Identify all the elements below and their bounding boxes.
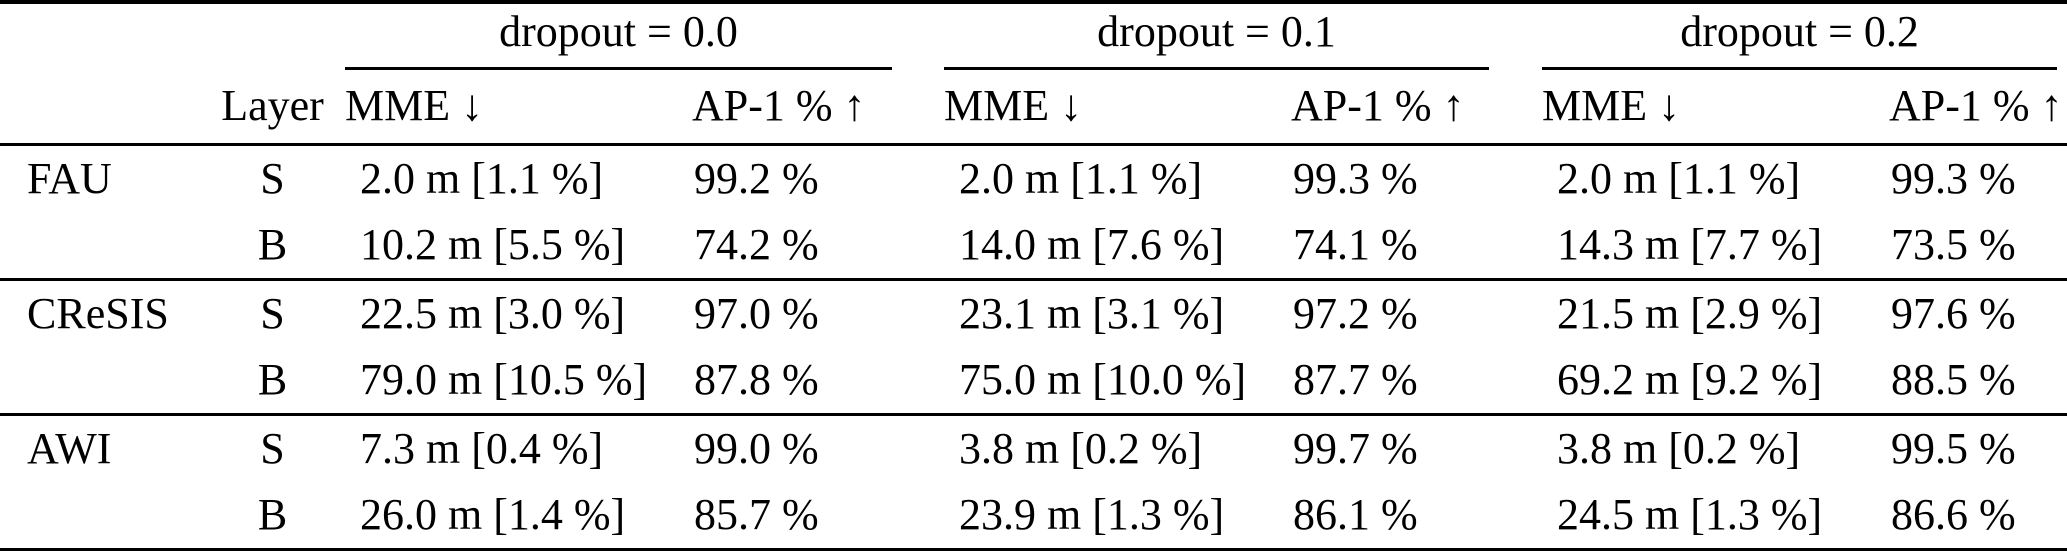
value-cell-mme: 2.0 m [1.1 %] [360,154,604,203]
value-cell-ap1: 99.7 % [1293,424,1418,473]
layer-cell: S [260,289,285,338]
col-group-label: dropout = 0.1 [944,8,1490,70]
value-cell-ap1: 88.5 % [1891,355,2016,404]
dataset-name: CReSIS [27,289,169,338]
value-cell-mme: 14.3 m [7.7 %] [1557,220,1823,269]
value-cell-ap1: 86.6 % [1891,490,2016,539]
table-header: dropout = 0.0 dropout = 0.1 dropout = 0.… [0,2,2067,145]
col-group-label: dropout = 0.0 [345,8,893,70]
table-row: B 79.0 m [10.5 %] 87.8 % 75.0 m [10.0 %]… [0,347,2067,415]
value-cell-mme: 2.0 m [1.1 %] [959,154,1203,203]
layer-cell: B [257,220,288,269]
value-cell-ap1: 73.5 % [1891,220,2016,269]
value-cell-mme: 3.8 m [0.2 %] [1557,424,1801,473]
value-cell-ap1: 97.0 % [694,289,819,338]
layer-header: Layer [221,81,324,130]
table-row: B 10.2 m [5.5 %] 74.2 % 14.0 m [7.6 %] 7… [0,212,2067,280]
value-cell-mme: 75.0 m [10.0 %] [959,355,1247,404]
value-cell-mme: 10.2 m [5.5 %] [360,220,626,269]
dataset-name: AWI [27,424,112,473]
value-cell-mme: 2.0 m [1.1 %] [1557,154,1801,203]
table-row: CReSIS S 22.5 m [3.0 %] 97.0 % 23.1 m [3… [0,280,2067,348]
layer-cell: S [260,154,285,203]
value-cell-ap1: 74.1 % [1293,220,1418,269]
value-cell-ap1: 87.8 % [694,355,819,404]
value-cell-mme: 26.0 m [1.4 %] [360,490,626,539]
col-group-dropout-2: dropout = 0.2 [1542,2,2067,70]
value-cell-mme: 7.3 m [0.4 %] [360,424,604,473]
table-row: FAU S 2.0 m [1.1 %] 99.2 % 2.0 m [1.1 %]… [0,145,2067,213]
value-cell-mme: 79.0 m [10.5 %] [360,355,648,404]
dataset-name-empty [0,212,200,280]
value-cell-ap1: 85.7 % [694,490,819,539]
dataset-name-empty [0,347,200,415]
value-cell-ap1: 74.2 % [694,220,819,269]
col-group-label: dropout = 0.2 [1542,8,2058,70]
dataset-name: FAU [27,154,112,203]
table-row: AWI S 7.3 m [0.4 %] 99.0 % 3.8 m [0.2 %]… [0,415,2067,483]
value-cell-mme: 22.5 m [3.0 %] [360,289,626,338]
value-cell-ap1: 99.2 % [694,154,819,203]
column-group-header-row: dropout = 0.0 dropout = 0.1 dropout = 0.… [0,2,2067,70]
metric-header-mme: MME ↓ [944,81,1083,130]
value-cell-ap1: 99.3 % [1891,154,2016,203]
value-cell-ap1: 86.1 % [1293,490,1418,539]
row-group-cresis: CReSIS S 22.5 m [3.0 %] 97.0 % 23.1 m [3… [0,279,2067,415]
layer-cell: B [257,490,288,539]
value-cell-mme: 24.5 m [1.3 %] [1557,490,1823,539]
value-cell-ap1: 99.3 % [1293,154,1418,203]
row-group-fau: FAU S 2.0 m [1.1 %] 99.2 % 2.0 m [1.1 %]… [0,145,2067,280]
value-cell-ap1: 87.7 % [1293,355,1418,404]
value-cell-mme: 14.0 m [7.6 %] [959,220,1225,269]
value-cell-mme: 69.2 m [9.2 %] [1557,355,1823,404]
value-cell-mme: 21.5 m [2.9 %] [1557,289,1823,338]
corner-spacer [0,2,345,70]
metric-header-mme: MME ↓ [1542,81,1681,130]
col-group-dropout-0: dropout = 0.0 [345,2,944,70]
layer-cell: S [260,424,285,473]
value-cell-mme: 23.1 m [3.1 %] [959,289,1225,338]
dataset-name-empty [0,482,200,550]
value-cell-ap1: 99.0 % [694,424,819,473]
value-cell-ap1: 99.5 % [1891,424,2016,473]
metric-header-mme: MME ↓ [345,81,484,130]
empty-header-cell [0,70,200,145]
metric-header-ap1: AP-1 % ↑ [1889,81,2063,130]
col-group-dropout-1: dropout = 0.1 [944,2,1542,70]
metric-header-ap1: AP-1 % ↑ [692,81,866,130]
metric-header-row: Layer MME ↓ AP-1 % ↑ MME ↓ AP-1 % ↑ MME … [0,70,2067,145]
row-group-awi: AWI S 7.3 m [0.4 %] 99.0 % 3.8 m [0.2 %]… [0,414,2067,551]
value-cell-ap1: 97.2 % [1293,289,1418,338]
value-cell-mme: 3.8 m [0.2 %] [959,424,1203,473]
table-row: B 26.0 m [1.4 %] 85.7 % 23.9 m [1.3 %] 8… [0,482,2067,550]
metric-header-ap1: AP-1 % ↑ [1291,81,1465,130]
layer-cell: B [257,355,288,404]
value-cell-ap1: 97.6 % [1891,289,2016,338]
value-cell-mme: 23.9 m [1.3 %] [959,490,1225,539]
